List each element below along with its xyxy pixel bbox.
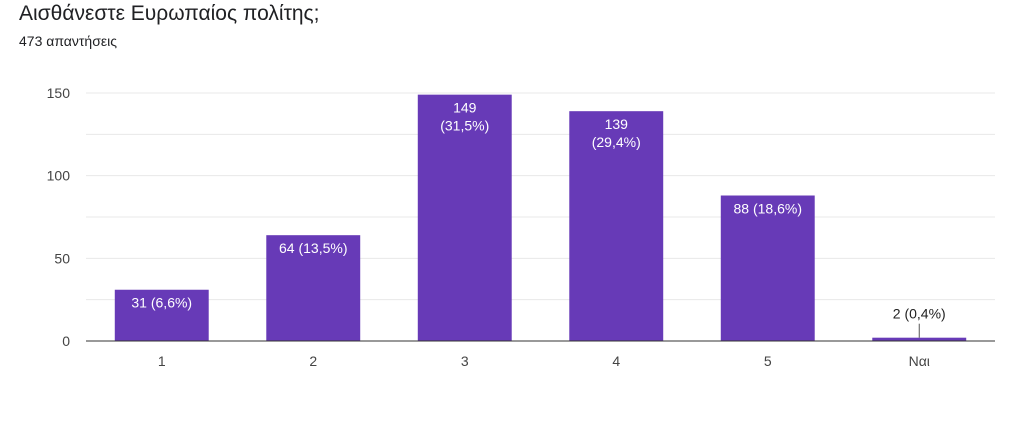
x-tick-label: Ναι [909, 353, 930, 369]
data-label: 139 [605, 116, 629, 132]
x-tick-label: 1 [158, 353, 166, 369]
x-tick-label: 5 [764, 353, 772, 369]
data-label: 149 [453, 100, 477, 116]
bars [114, 94, 967, 341]
data-label: (31,5%) [440, 118, 489, 134]
bar [872, 337, 967, 341]
axes: 0 50 100 150 1 2 3 4 5 Ναι [47, 85, 995, 369]
response-count: 473 απαντήσεις [19, 33, 117, 49]
y-tick-label: 150 [47, 85, 71, 101]
data-label: 2 (0,4%) [893, 306, 946, 322]
question-title: Αισθάνεστε Ευρωπαίος πολίτης; [19, 2, 320, 25]
bar [720, 195, 815, 341]
y-tick-label: 50 [54, 250, 70, 266]
data-label: 31 (6,6%) [131, 295, 192, 311]
data-label: 64 (13,5%) [279, 240, 347, 256]
y-tick-label: 100 [47, 168, 71, 184]
data-label: (29,4%) [592, 134, 641, 150]
gridlines [86, 92, 995, 301]
data-label: 88 (18,6%) [734, 201, 802, 217]
bar [114, 289, 209, 341]
data-labels: 31 (6,6%) 64 (13,5%) 149 (31,5%) 139 (29,4%) 8… [131, 100, 946, 338]
bar [266, 235, 361, 341]
x-tick-label: 3 [461, 353, 469, 369]
x-tick-label: 4 [612, 353, 620, 369]
bar [569, 111, 664, 341]
x-tick-label: 2 [309, 353, 317, 369]
y-tick-label: 0 [62, 333, 70, 349]
bar [417, 94, 512, 341]
